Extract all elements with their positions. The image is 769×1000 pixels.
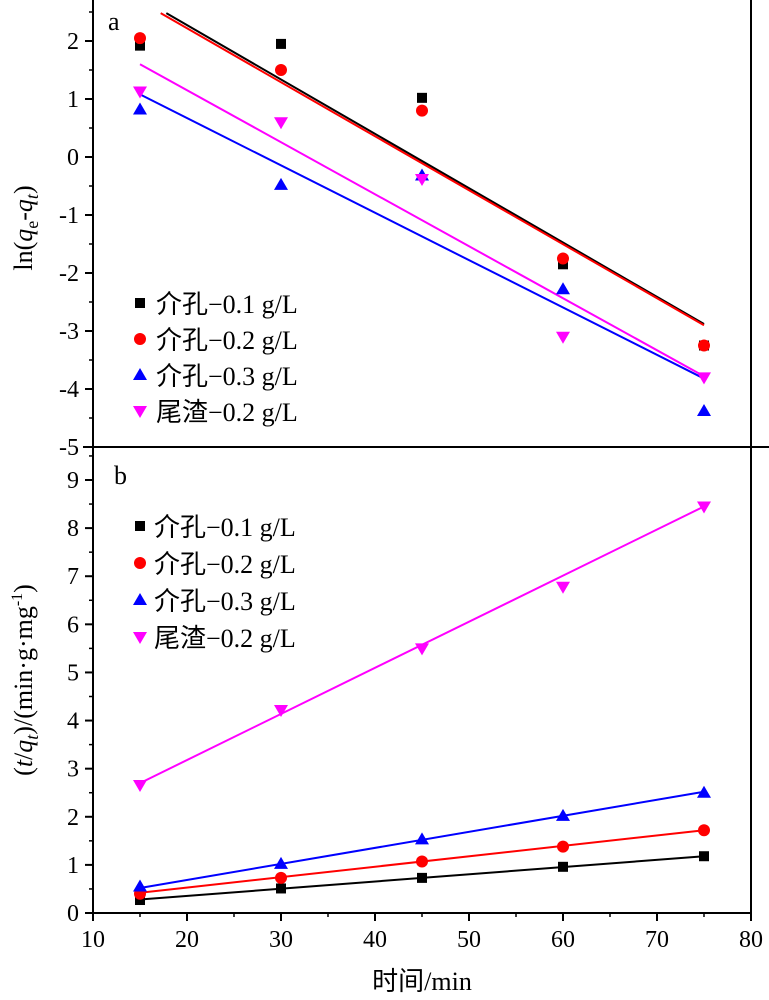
panel-b-point-s4-4 [556,581,570,594]
panel-b-y-axis-title: (t/qt)/(min·g·mg-1) [9,584,42,776]
panel-a-point-s3-5 [697,404,711,417]
panel-b-letter: b [114,461,127,490]
panel-a-y-tick-label: -2 [59,261,79,287]
panel-b-point-s4-5 [697,501,711,514]
panel-b-y-tick-label: 4 [67,709,79,735]
panel-b-ticks: 0 1 2 3 4 5 6 7 8 9 10 20 30 40 50 60 70 80 [67,455,763,953]
panel-a-point-s2-3 [416,104,428,117]
panel-a-fit-line-4 [139,63,705,378]
panel-a-fit-line-2 [160,12,705,327]
panel-a-legend-label-1: 介孔−0.1 g/L [156,290,298,319]
panel-a-data-points [133,32,711,417]
panel-a-axes [83,0,769,448]
panel-b-x-tick-label: 70 [645,927,669,953]
panel-b-point-s3-1 [133,879,147,892]
panel-b-y-tick-label: 6 [67,612,79,638]
panel-b-point-s3-2 [274,856,288,869]
panel-a-legend: 介孔−0.1 g/L 介孔−0.2 g/L 介孔−0.3 g/L 尾渣−0.2 g/L [133,290,298,427]
panel-a-point-s2-5 [698,339,710,352]
panel-a-y-axis-title: ln(qe-qt) [9,185,42,270]
panel-b-x-tick-label: 60 [551,927,575,953]
panel-b-legend-label-2: 介孔−0.2 g/L [154,550,296,579]
panel-b-data-points [133,501,711,906]
panel-b-point-s1-4 [558,861,568,872]
panel-a-point-s2-1 [134,32,146,45]
panel-a-y-tick-label: 1 [67,87,79,113]
panel-b-y-tick-label: 8 [67,516,79,542]
panel-a-ticks: 2 1 0 -1 -2 -3 -4 -5 [59,11,93,461]
panel-a-point-s3-4 [556,282,570,295]
panel-a-point-s4-2 [274,117,288,130]
panel-a-y-tick-label: 2 [67,29,79,55]
panel-b-point-s3-4 [556,808,570,821]
panel-b-legend-marker-4 [133,632,147,644]
panel-b-y-tick-label: 7 [67,564,79,590]
panel-b-legend-label-4: 尾渣−0.2 g/L [154,624,296,653]
panel-b-point-s2-4 [557,840,569,853]
panel-b-point-s4-2 [274,704,288,717]
panel-a-point-s4-4 [556,331,570,344]
panel-b-point-s2-5 [698,824,710,837]
panel-a-legend-marker-2 [134,333,146,345]
panel-a-point-s3-1 [133,102,147,115]
panel-a-point-s3-2 [274,177,288,190]
panel-b-legend-label-1: 介孔−0.1 g/L [154,513,296,542]
panel-b-point-s1-1 [135,895,145,906]
panel-b-y-tick-label: 5 [67,660,79,686]
panel-b-x-tick-label: 10 [81,927,105,953]
panel-b-legend-marker-2 [134,557,146,569]
panel-b-y-tick-label: 9 [67,468,79,494]
panel-b-point-s1-2 [276,883,286,894]
panel-a-legend-marker-4 [133,406,147,418]
panel-a-point-s4-5 [697,372,711,385]
panel-a-legend-label-2: 介孔−0.2 g/L [156,326,298,355]
panel-a-point-s1-1 [135,40,145,51]
panel-b-x-tick-label: 40 [363,927,387,953]
panel-a-legend-marker-1 [135,298,145,308]
panel-b-point-s2-2 [275,871,287,884]
panel-b-y-tick-label: 3 [67,757,79,783]
panel-a-point-s2-2 [275,64,287,76]
panel-a-point-s1-2 [276,38,286,49]
panel-b-legend: 介孔−0.1 g/L 介孔−0.2 g/L 介孔−0.3 g/L 尾渣−0.2 g/L [133,513,296,653]
panel-b-x-tick-label: 80 [739,927,763,953]
panel-b-point-s2-3 [416,855,428,868]
panel-b-point-s1-3 [417,872,427,883]
panel-b-legend-label-3: 介孔−0.3 g/L [154,587,296,616]
panel-b-y-tick-label: 2 [67,805,79,831]
panel-a-letter: a [108,7,120,36]
panel-b-x-tick-label: 50 [457,927,481,953]
panel-a-legend-marker-3 [133,368,147,380]
panel-a-chart: a 210-1-2-3-4-5 介孔−0.1 g/L介孔−0.2 g/L介孔−0… [9,0,769,461]
panel-a-y-tick-label: -1 [59,203,79,229]
panel-b-y-tick-label: 1 [67,853,79,879]
panel-a-fit-line-3 [139,93,705,380]
panel-b-point-s1-5 [699,851,709,862]
panel-a-point-s2-4 [557,252,569,265]
panel-b-point-s3-3 [415,832,429,845]
panel-a-y-tick-label: -5 [59,435,79,461]
panel-a-point-s4-3 [415,174,429,187]
panel-a-point-s4-1 [133,86,147,99]
panel-a-legend-label-3: 介孔−0.3 g/L [156,362,298,391]
panel-a-point-s1-3 [417,92,427,103]
panel-b-x-tick-label: 30 [269,927,293,953]
panel-a-y-tick-label: 0 [67,145,79,171]
panel-b-point-s4-1 [133,780,147,793]
panel-a-fit-lines [139,12,705,380]
panel-b-x-tick-label: 20 [175,927,199,953]
panel-a-legend-label-4: 尾渣−0.2 g/L [156,398,298,427]
panel-b-x-axis-title: 时间/min [372,967,472,996]
panel-b-legend-marker-1 [135,521,145,531]
panel-b-legend-marker-3 [133,593,147,605]
panel-b-point-s4-3 [415,643,429,656]
panel-b-y-tick-label: 0 [67,901,79,927]
panel-b-point-s3-5 [697,785,711,798]
panel-a-y-tick-label: -4 [59,377,79,403]
panel-a-fit-line-1 [165,12,705,325]
panel-a-y-tick-label: -3 [59,319,79,345]
